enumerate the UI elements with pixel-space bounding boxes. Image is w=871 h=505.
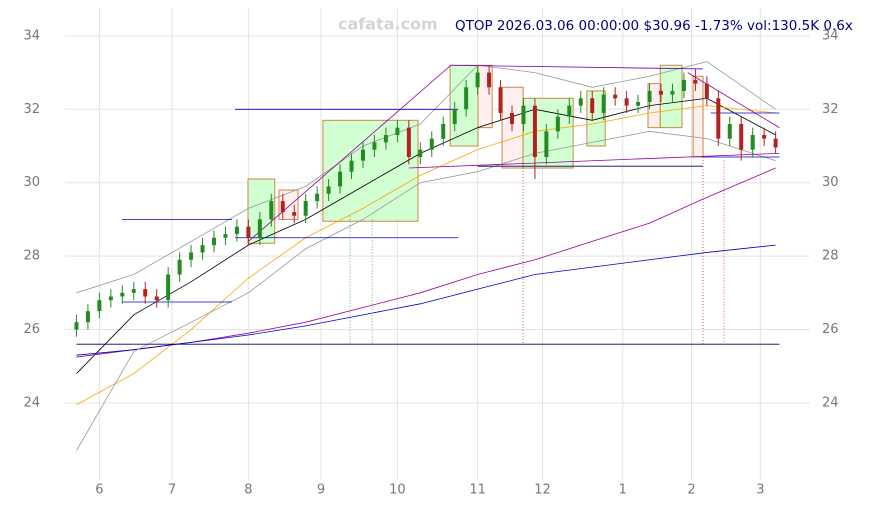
level-line bbox=[408, 152, 780, 169]
candle-body bbox=[223, 234, 228, 238]
candle-body bbox=[74, 322, 79, 330]
x-tick-label: 6 bbox=[95, 483, 103, 498]
candle-body bbox=[349, 160, 354, 172]
candle-body bbox=[246, 226, 251, 238]
candle-body bbox=[383, 134, 388, 143]
candle-body bbox=[773, 138, 778, 148]
candle-body bbox=[418, 149, 423, 158]
candle-body bbox=[647, 90, 652, 102]
candle-body bbox=[406, 127, 411, 158]
candle-body bbox=[166, 274, 171, 301]
candle-body bbox=[97, 300, 102, 312]
candle-body bbox=[624, 98, 629, 106]
y-tick-label: 30 bbox=[822, 175, 839, 190]
candle-body bbox=[154, 296, 159, 301]
candle-body bbox=[555, 116, 560, 132]
candle-body bbox=[498, 87, 503, 113]
candle-body bbox=[372, 142, 377, 150]
candle-body bbox=[567, 105, 572, 117]
candle-body bbox=[762, 134, 767, 139]
candle-body bbox=[475, 72, 480, 88]
zone bbox=[659, 64, 683, 129]
candle-body bbox=[613, 94, 618, 99]
candle-body bbox=[681, 79, 686, 91]
x-tick-label: 3 bbox=[756, 483, 764, 498]
candle-body bbox=[487, 72, 492, 88]
candle-body bbox=[704, 83, 709, 99]
zone bbox=[501, 86, 524, 169]
candle-body bbox=[361, 149, 365, 161]
candle-body bbox=[189, 252, 194, 260]
overlay-line bbox=[76, 244, 776, 356]
candle-body bbox=[280, 201, 285, 213]
y-tick-label: 28 bbox=[822, 249, 839, 264]
candle-body bbox=[257, 219, 262, 238]
zone bbox=[692, 75, 704, 158]
x-tick-label: 7 bbox=[168, 483, 176, 498]
candle-body bbox=[693, 79, 698, 84]
candle-body bbox=[727, 123, 732, 139]
candle-body bbox=[441, 123, 446, 139]
y-tick-label: 24 bbox=[822, 395, 839, 410]
level-line bbox=[450, 64, 704, 70]
candle-body bbox=[716, 98, 721, 139]
x-tick-label: 12 bbox=[534, 483, 551, 498]
candle-body bbox=[326, 186, 331, 194]
x-tick-label: 8 bbox=[244, 483, 252, 498]
candle-body bbox=[131, 289, 136, 293]
y-tick-label: 24 bbox=[23, 395, 40, 410]
watermark: cafata.com bbox=[338, 15, 438, 34]
candle-body bbox=[143, 289, 148, 297]
overlay-line bbox=[76, 130, 776, 451]
x-tick-label: 1 bbox=[619, 483, 627, 498]
candle-body bbox=[269, 201, 274, 220]
overlay-line bbox=[76, 105, 776, 406]
y-tick-label: 34 bbox=[822, 28, 839, 43]
y-tick-label: 34 bbox=[23, 28, 40, 43]
candle-body bbox=[452, 109, 457, 124]
overlay-line bbox=[76, 97, 776, 374]
candle-body bbox=[292, 212, 297, 216]
candle-body bbox=[532, 105, 537, 158]
candle-body bbox=[338, 171, 343, 187]
overlay-line bbox=[76, 61, 776, 294]
candle-body bbox=[670, 90, 675, 95]
candle-body bbox=[108, 296, 113, 301]
candle-body bbox=[234, 226, 239, 235]
candle-body bbox=[636, 101, 641, 106]
candle-body bbox=[544, 131, 549, 158]
x-tick-label: 11 bbox=[469, 483, 486, 498]
level-line bbox=[687, 72, 780, 128]
candle-body bbox=[510, 112, 514, 124]
candle-body bbox=[578, 98, 583, 106]
candle-body bbox=[212, 237, 216, 246]
candle-body bbox=[590, 98, 595, 113]
candle-body bbox=[429, 138, 434, 150]
y-tick-label: 28 bbox=[23, 249, 40, 264]
candle-body bbox=[303, 201, 308, 216]
candle-body bbox=[659, 90, 663, 95]
y-tick-label: 32 bbox=[822, 102, 839, 117]
y-tick-label: 26 bbox=[822, 322, 839, 337]
candle-body bbox=[739, 123, 744, 150]
x-tick-label: 2 bbox=[687, 483, 695, 498]
y-tick-label: 30 bbox=[23, 175, 40, 190]
candle-body bbox=[200, 245, 205, 253]
y-tick-label: 32 bbox=[23, 102, 40, 117]
chart-title: QTOP 2026.03.06 00:00:00 $30.96 -1.73% v… bbox=[455, 18, 853, 34]
candle-body bbox=[464, 87, 469, 110]
candle-body bbox=[85, 311, 90, 323]
y-tick-label: 26 bbox=[23, 322, 40, 337]
candle-body bbox=[177, 259, 182, 275]
candle-body bbox=[395, 127, 400, 135]
x-tick-label: 9 bbox=[317, 483, 325, 498]
candle-body bbox=[750, 134, 755, 150]
candle-body bbox=[315, 193, 320, 202]
candle-body bbox=[521, 105, 526, 124]
candle-body bbox=[120, 292, 125, 297]
candle-body bbox=[601, 94, 606, 113]
x-tick-label: 10 bbox=[389, 483, 406, 498]
